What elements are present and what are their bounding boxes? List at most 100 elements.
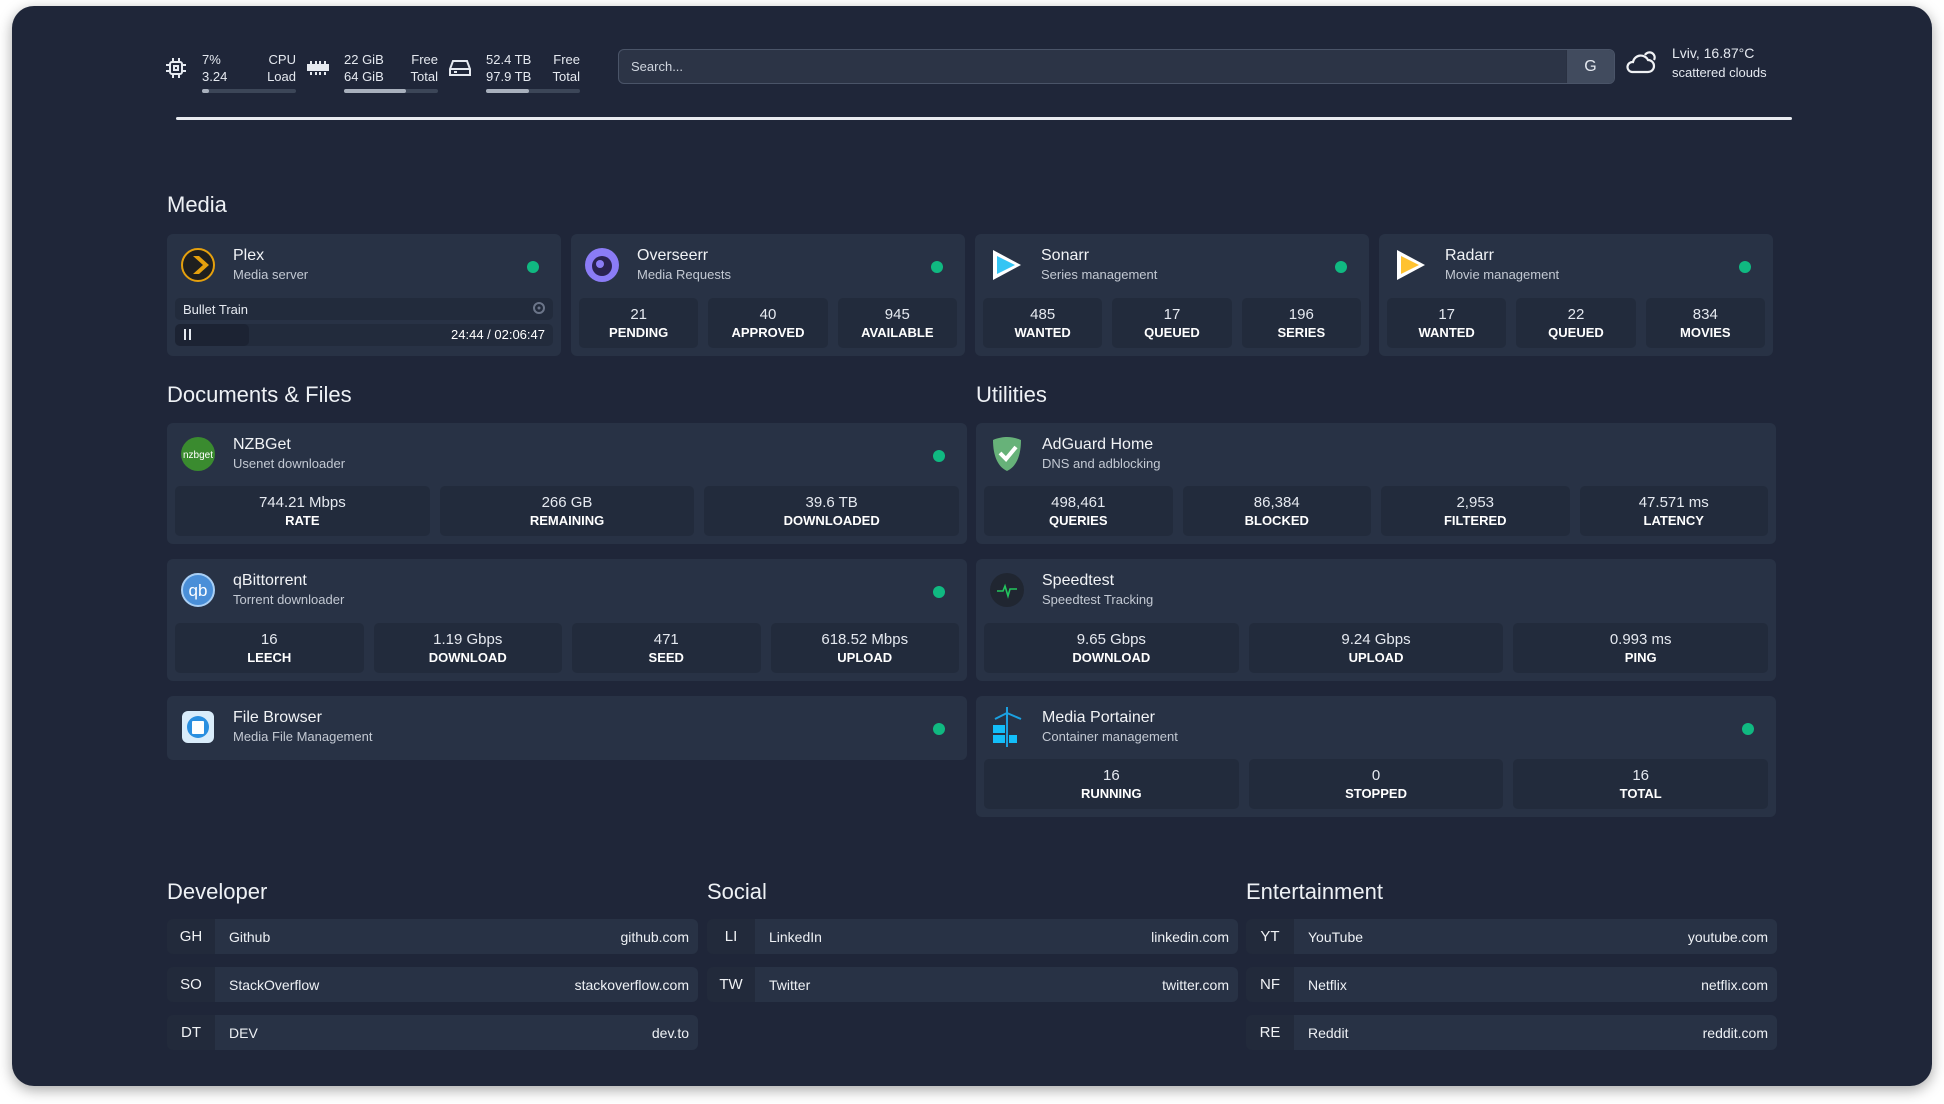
status-online-indicator (527, 261, 539, 273)
bookmark-link[interactable]: StackOverflow stackoverflow.com (215, 967, 698, 1002)
memory-icon (306, 56, 330, 80)
section-title-developer: Developer (167, 879, 268, 904)
file-browser-icon (179, 708, 217, 746)
playback-progress-fill (175, 324, 249, 346)
service-card-speedtest[interactable]: Speedtest Speedtest Tracking 9.65 Gbps DOWN… (976, 559, 1776, 681)
card-text: AdGuard Home DNS and adblocking (1042, 435, 1161, 473)
stats-row: 17 WANTED 22 QUEUED 834 MOVIES (1387, 298, 1765, 348)
bookmark-link[interactable]: Reddit reddit.com (1294, 1015, 1777, 1050)
free-label: Free (553, 52, 580, 67)
card-header: nzbget NZBGet Usenet downloader (179, 435, 345, 473)
service-title[interactable]: Media Portainer (1042, 709, 1155, 726)
stat-value: 21 (630, 306, 647, 323)
service-card-nzbget[interactable]: nzbget NZBGet Usenet downloader 744.21 Mbps… (167, 423, 967, 544)
service-title[interactable]: Speedtest (1042, 572, 1115, 589)
service-card-portainer[interactable]: Media Portainer Container management 16 RUN… (976, 696, 1776, 817)
section-title-social: Social (707, 879, 767, 904)
bookmark-youtube[interactable]: YT YouTube youtube.com (1246, 919, 1777, 954)
stat-label: STOPPED (1345, 786, 1407, 801)
stat-value: 945 (884, 306, 910, 323)
stat-value: 39.6 TB (805, 494, 858, 511)
service-title[interactable]: Plex (233, 247, 265, 264)
service-card-overseerr[interactable]: Overseerr Media Requests 21 PENDING 40 APPROV… (571, 234, 965, 356)
bookmark-github[interactable]: GH Github github.com (167, 919, 698, 954)
card-text: Radarr Movie management (1445, 246, 1559, 284)
status-online-indicator (931, 261, 943, 273)
cpu-label: CPU (268, 52, 296, 67)
service-title[interactable]: NZBGet (233, 436, 291, 453)
stat-latency: 47.571 ms LATENCY (1579, 486, 1768, 536)
stat-value: 17 (1438, 306, 1455, 323)
service-title[interactable]: Overseerr (637, 247, 709, 264)
stat-approved: 40 APPROVED (708, 298, 828, 348)
card-text: qBittorrent Torrent downloader (233, 571, 344, 609)
stat-queued: 22 QUEUED (1516, 298, 1636, 348)
card-text: Sonarr Series management (1041, 246, 1157, 284)
card-text: NZBGet Usenet downloader (233, 435, 345, 473)
stat-download: 1.19 Gbps DOWNLOAD (373, 623, 562, 673)
stat-value: 744.21 Mbps (258, 494, 346, 511)
bookmark-link[interactable]: LinkedIn linkedin.com (755, 919, 1238, 954)
stat-total: 16 TOTAL (1513, 759, 1769, 809)
stat-stopped: 0 STOPPED (1248, 759, 1504, 809)
service-title[interactable]: Sonarr (1041, 247, 1090, 264)
stats-row: 744.21 Mbps RATE 266 GB REMAINING 39.6 TB DOW… (175, 486, 960, 536)
card-header: qb qBittorrent Torrent downloader (179, 571, 344, 609)
bookmark-abbr: GH (167, 919, 215, 954)
service-subtitle: Media Requests (637, 267, 731, 282)
bookmark-stackoverflow[interactable]: SO StackOverflow stackoverflow.com (167, 967, 698, 1002)
service-subtitle: Movie management (1445, 267, 1560, 282)
service-card-sonarr[interactable]: Sonarr Series management 485 WANTED 17 QUEUED… (975, 234, 1369, 356)
status-online-indicator (1742, 723, 1754, 735)
bookmark-netflix[interactable]: NF Netflix netflix.com (1246, 967, 1777, 1002)
bookmark-reddit[interactable]: RE Reddit reddit.com (1246, 1015, 1777, 1050)
stat-label: PING (1624, 650, 1657, 665)
bookmark-link[interactable]: Netflix netflix.com (1294, 967, 1777, 1002)
weather-widget[interactable]: Lviv, 16.87°C scattered clouds (1624, 44, 1767, 82)
stat-label: RUNNING (1081, 786, 1142, 801)
stat-series: 196 SERIES (1241, 298, 1361, 348)
bookmark-abbr: RE (1246, 1015, 1294, 1050)
bookmark-name: LinkedIn (769, 928, 822, 945)
service-subtitle: Series management (1041, 267, 1158, 282)
settings-icon[interactable] (533, 301, 545, 317)
bookmark-link[interactable]: Twitter twitter.com (755, 967, 1238, 1002)
service-card-qbittorrent[interactable]: qb qBittorrent Torrent downloader 16 LEECH 1.… (167, 559, 967, 681)
stat-wanted: 17 WANTED (1387, 298, 1507, 348)
search-input[interactable] (619, 50, 1566, 83)
bookmark-linkedin[interactable]: LI LinkedIn linkedin.com (707, 919, 1238, 954)
stat-upload: 9.24 Gbps UPLOAD (1248, 623, 1504, 673)
header-divider (176, 117, 1792, 120)
service-card-plex[interactable]: Plex Media server Bullet Train 24:44 / 02:0… (167, 234, 561, 356)
bookmark-link[interactable]: DEV dev.to (215, 1015, 698, 1050)
service-title[interactable]: File Browser (233, 709, 322, 726)
stat-pending: 21 PENDING (579, 298, 699, 348)
service-title[interactable]: Radarr (1445, 247, 1494, 264)
bookmark-abbr: YT (1246, 919, 1294, 954)
card-header: File Browser Media File Management (179, 708, 372, 746)
bookmark-link[interactable]: Github github.com (215, 919, 698, 954)
service-title[interactable]: AdGuard Home (1042, 436, 1154, 453)
qbittorrent-icon: qb (179, 571, 217, 609)
stat-label: MOVIES (1680, 325, 1731, 340)
pause-icon[interactable] (184, 329, 191, 340)
stat-value: 86,384 (1253, 494, 1300, 511)
service-card-adguard[interactable]: AdGuard Home DNS and adblocking 498,461 QUE… (976, 423, 1776, 544)
stat-value: 16 (1102, 767, 1120, 784)
playback-progress-bar[interactable]: 24:44 / 02:06:47 (175, 324, 553, 346)
disk-widget: 52.4 TB 97.9 TB Free Total (448, 46, 580, 93)
stat-label: UPLOAD (1348, 650, 1404, 665)
svg-text:qb: qb (189, 581, 208, 600)
stat-value: 498,461 (1051, 494, 1106, 511)
service-title[interactable]: qBittorrent (233, 572, 307, 589)
bookmark-link[interactable]: YouTube youtube.com (1294, 919, 1777, 954)
search-engine-button[interactable]: G (1566, 50, 1614, 83)
bookmark-abbr: LI (707, 919, 755, 954)
total-label: Total (410, 69, 438, 84)
stat-value: 17 (1163, 306, 1181, 323)
bookmark-dev[interactable]: DT DEV dev.to (167, 1015, 698, 1050)
bookmark-twitter[interactable]: TW Twitter twitter.com (707, 967, 1238, 1002)
service-card-radarr[interactable]: Radarr Movie management 17 WANTED 22 QUEUED 83… (1379, 234, 1773, 356)
cpu-usage: 7% (202, 52, 221, 67)
service-card-filebrowser[interactable]: File Browser Media File Management (167, 696, 967, 760)
